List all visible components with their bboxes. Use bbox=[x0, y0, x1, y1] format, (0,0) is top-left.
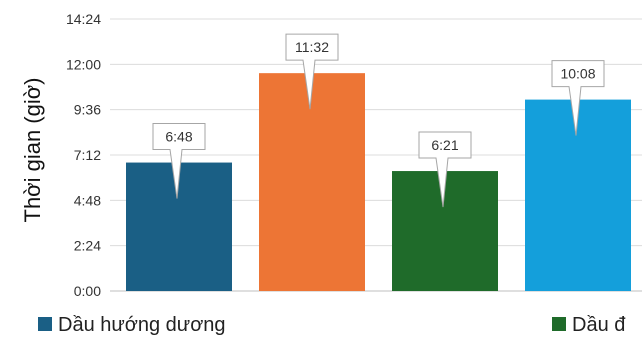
y-tick-label: 12:00 bbox=[66, 56, 101, 72]
bar bbox=[259, 73, 365, 291]
legend: Dầu hướng dương Dầu đ bbox=[38, 314, 626, 336]
callout-shape bbox=[418, 131, 472, 208]
bar bbox=[126, 162, 232, 291]
data-label: 11:32 bbox=[295, 39, 329, 55]
y-tick-label: 9:36 bbox=[74, 102, 101, 118]
legend-item: Dầu đ bbox=[552, 314, 626, 336]
legend-label: Dầu hướng dương bbox=[58, 314, 226, 336]
legend-item: Dầu hướng dương bbox=[38, 314, 226, 336]
value-callout: 11:32 bbox=[285, 33, 339, 110]
y-tick-label: 4:48 bbox=[74, 192, 101, 208]
data-label: 6:21 bbox=[431, 137, 458, 153]
bar bbox=[525, 99, 631, 291]
value-callouts: 6:48 11:32 6:21 10:08 bbox=[152, 33, 605, 208]
y-tick-label: 2:24 bbox=[74, 238, 101, 254]
y-tick-label: 0:00 bbox=[74, 283, 101, 299]
y-tick-label: 14:24 bbox=[66, 11, 101, 27]
callout-shape bbox=[551, 60, 605, 136]
legend-label: Dầu đ bbox=[572, 314, 626, 336]
callout-shape bbox=[152, 123, 206, 199]
data-label: 6:48 bbox=[165, 129, 192, 145]
data-label: 10:08 bbox=[560, 66, 595, 82]
value-callout: 10:08 bbox=[551, 60, 605, 136]
legend-swatch bbox=[552, 317, 566, 331]
y-axis-title: Thời gian (giờ) bbox=[20, 77, 45, 222]
value-callout: 6:21 bbox=[418, 131, 472, 208]
callout-shape bbox=[285, 33, 339, 110]
legend-swatch bbox=[38, 317, 52, 331]
y-tick-labels: 0:00 2:24 4:48 7:12 9:36 12:00 14:24 bbox=[66, 11, 101, 299]
y-tick-label: 7:12 bbox=[74, 147, 101, 163]
value-callout: 6:48 bbox=[152, 123, 206, 199]
bars bbox=[126, 73, 631, 291]
